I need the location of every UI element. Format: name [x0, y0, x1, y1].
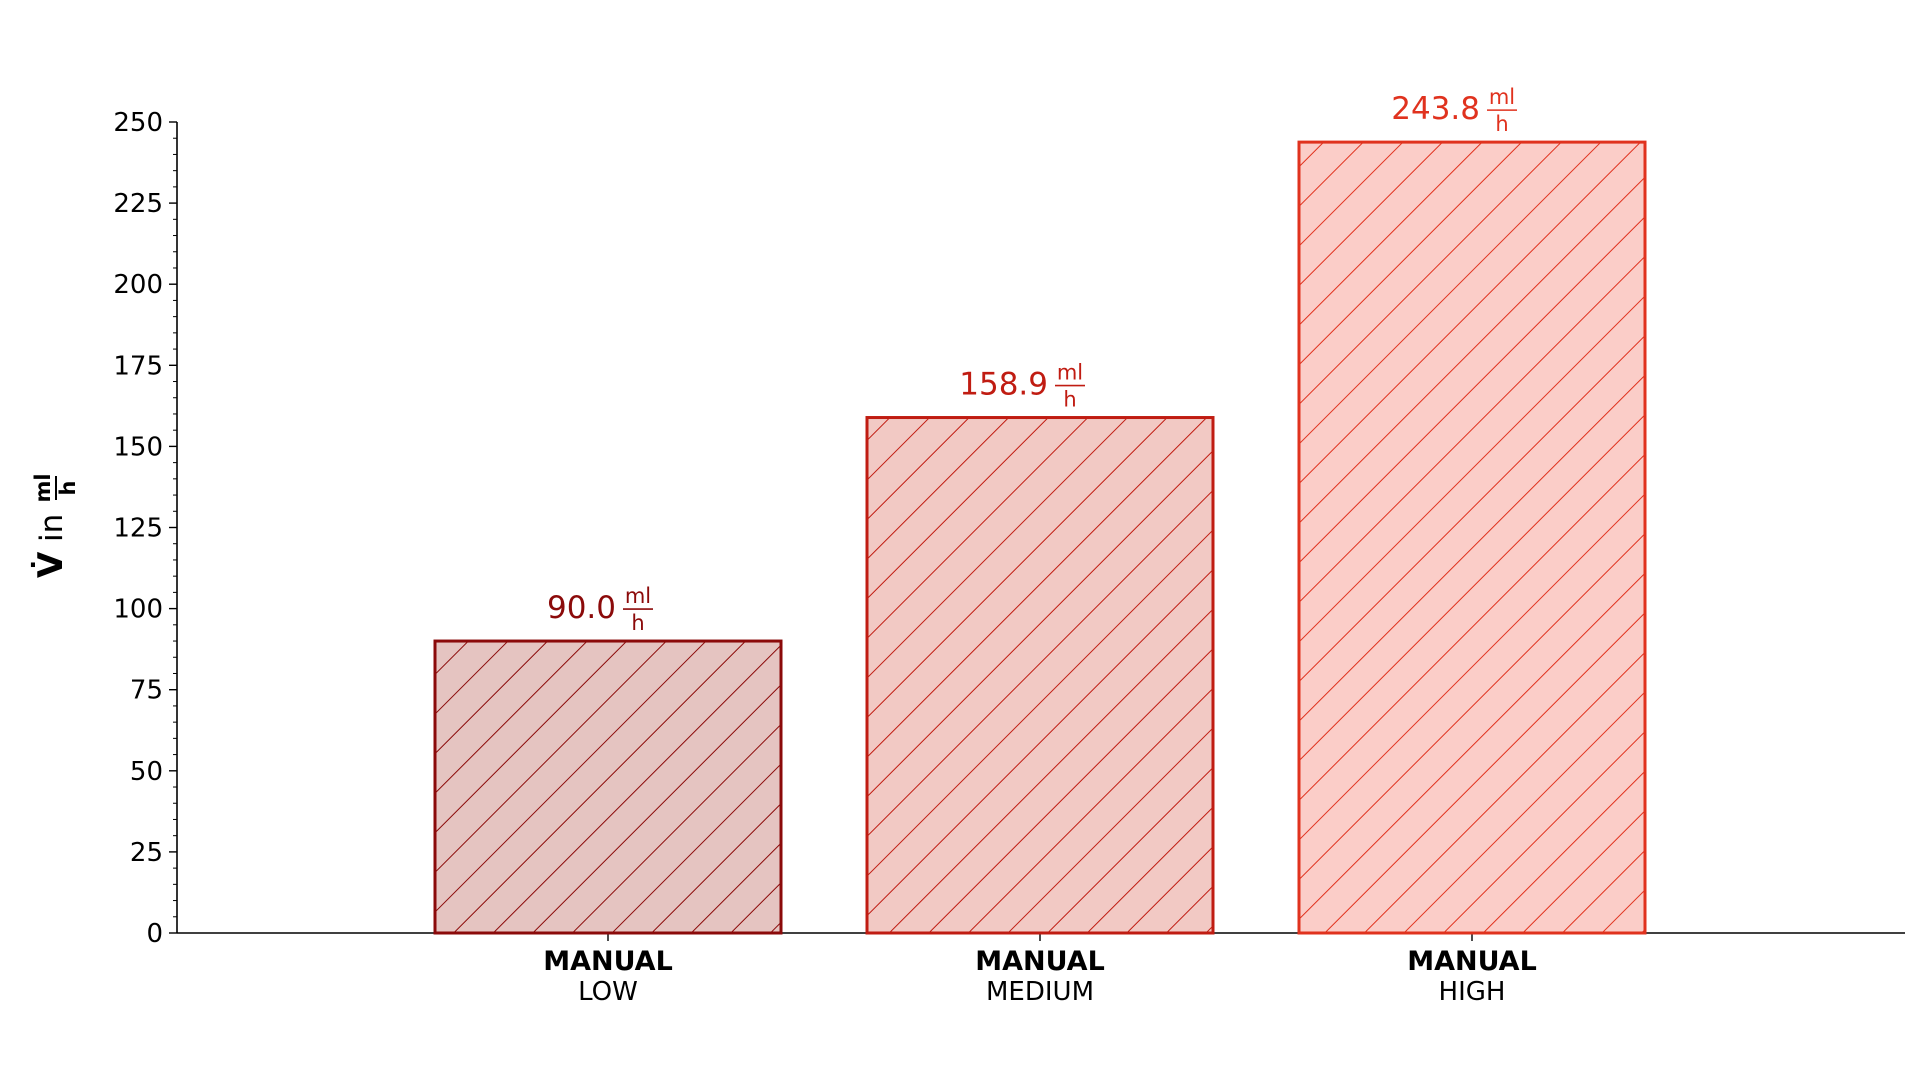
x-tick-label-main: MANUAL [543, 946, 673, 977]
y-tick-label: 0 [146, 919, 163, 949]
value-label-unit-denominator: h [1063, 388, 1076, 412]
value-label-unit-numerator: ml [1489, 85, 1515, 109]
value-label-number: 243.8 [1391, 91, 1480, 127]
value-label-unit-numerator: ml [1057, 361, 1083, 385]
bars [433, 140, 1647, 935]
value-label-number: 90.0 [547, 590, 616, 626]
y-axis-label-connector: in [34, 514, 70, 542]
value-label-unit-denominator: h [1495, 112, 1508, 136]
y-tick-label: 125 [113, 514, 163, 544]
y-tick-label: 250 [113, 108, 163, 138]
x-tick-label-main: MANUAL [1407, 946, 1537, 977]
y-tick-label: 25 [130, 838, 163, 868]
y-axis-label-symbol: V̇ [30, 551, 71, 578]
y-tick-label: 100 [113, 595, 163, 625]
value-label-number: 158.9 [959, 367, 1048, 403]
value-label: 90.0 ml h [547, 584, 653, 635]
y-axis-label: V̇ in ml h [30, 473, 80, 578]
y-tick-label: 50 [130, 757, 163, 787]
bar-medium [865, 416, 1215, 935]
value-label: 158.9 ml h [959, 361, 1085, 412]
x-tick-label-sub: HIGH [1439, 977, 1506, 1007]
x-tick-label-sub: LOW [578, 977, 638, 1007]
y-axis-label-unit-denominator: h [56, 481, 80, 496]
y-tick-label: 150 [113, 432, 163, 462]
value-label-unit-denominator: h [631, 611, 644, 635]
x-tick-label-sub: MEDIUM [986, 977, 1094, 1007]
y-tick-label: 200 [113, 270, 163, 300]
x-tick-label-main: MANUAL [975, 946, 1105, 977]
bar-high [1297, 140, 1647, 935]
y-tick-label: 75 [130, 676, 163, 706]
bar-low [433, 639, 783, 935]
value-label-unit-numerator: ml [625, 584, 651, 608]
y-axis-label-unit-numerator: ml [31, 473, 55, 502]
y-tick-label: 175 [113, 351, 163, 381]
y-tick-label: 225 [113, 189, 163, 219]
value-label: 243.8 ml h [1391, 85, 1517, 136]
